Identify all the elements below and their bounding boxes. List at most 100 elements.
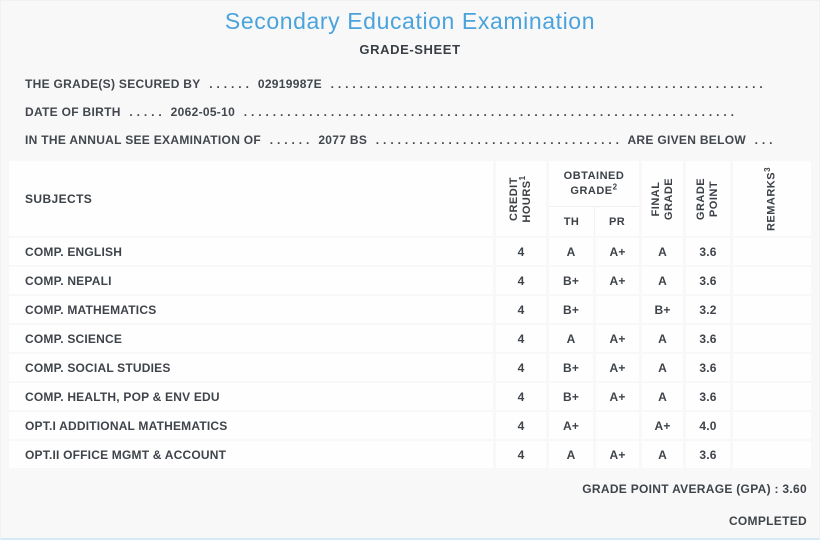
gpa-summary: GRADE POINT AVERAGE (GPA) : 3.60 (582, 482, 807, 496)
grades-table: SUBJECTS CREDIT HOURS1 OBTAINED GRADE2 T… (9, 161, 811, 468)
header-final-grade: FINAL GRADE (642, 161, 683, 236)
cell-pr (596, 412, 639, 439)
header-grade-point-label: GRADE POINT (695, 177, 721, 219)
header-text: GRADE (662, 177, 675, 220)
symbol-number-value: 02919987E (257, 77, 322, 91)
cell-final: A (642, 441, 683, 468)
exam-year-value: 2077 BS (318, 133, 368, 147)
cell-gp: 3.6 (686, 383, 730, 410)
cell-gp: 3.6 (686, 267, 730, 294)
info-suffix: ARE GIVEN BELOW (627, 133, 746, 147)
header-obtained-grade-group: OBTAINED GRADE2 TH PR (549, 161, 639, 236)
header-subjects: SUBJECTS (9, 161, 493, 236)
cell-subject: COMP. NEPALI (9, 267, 493, 294)
table-row: COMP. MATHEMATICS 4 B+ B+ 3.2 (9, 296, 811, 323)
header-remarks-label: REMARKS3 (763, 166, 778, 231)
cell-th: B+ (549, 354, 593, 381)
cell-pr: A+ (596, 383, 639, 410)
cell-credit: 4 (496, 238, 546, 265)
student-info: THE GRADE(S) SECURED BY . . . . . . 0291… (25, 73, 819, 157)
cell-th: B+ (549, 267, 593, 294)
cell-credit: 4 (496, 412, 546, 439)
header-credit-hours: CREDIT HOURS1 (496, 161, 546, 236)
cell-subject: COMP. SCIENCE (9, 325, 493, 352)
info-line-date-of-birth: DATE OF BIRTH . . . . . 2062-05-10 . . .… (25, 101, 819, 129)
cell-remarks (733, 441, 811, 468)
info-label: DATE OF BIRTH (25, 105, 121, 119)
cell-credit: 4 (496, 267, 546, 294)
cell-remarks (733, 383, 811, 410)
header-text: POINT (708, 180, 720, 217)
cell-final: B+ (642, 296, 683, 323)
info-label: IN THE ANNUAL SEE EXAMINATION OF (25, 133, 262, 147)
dot-leader: . . . . . . . . . . . . . . . . . . . . … (375, 133, 620, 147)
footnote-sup: 2 (612, 181, 618, 191)
cell-subject: OPT.II OFFICE MGMT & ACCOUNT (9, 441, 493, 468)
cell-gp: 3.6 (686, 238, 730, 265)
cell-gp: 3.2 (686, 296, 730, 323)
table-row: OPT.II OFFICE MGMT & ACCOUNT 4 A A+ A 3.… (9, 441, 811, 468)
cell-gp: 3.6 (686, 325, 730, 352)
table-row: COMP. SOCIAL STUDIES 4 B+ A+ A 3.6 (9, 354, 811, 381)
cell-pr: A+ (596, 325, 639, 352)
cell-credit: 4 (496, 383, 546, 410)
cell-gp: 3.6 (686, 354, 730, 381)
dot-leader: . . . . . (129, 105, 163, 119)
cell-gp: 3.6 (686, 441, 730, 468)
info-line-grades-secured-by: THE GRADE(S) SECURED BY . . . . . . 0291… (25, 73, 819, 101)
cell-credit: 4 (496, 441, 546, 468)
page-title: Secondary Education Examination (224, 8, 596, 34)
cell-remarks (733, 296, 811, 323)
header-text: OBTAINED (563, 170, 625, 183)
cell-subject: COMP. ENGLISH (9, 238, 493, 265)
header-final-grade-label: FINAL GRADE (649, 177, 675, 219)
table-row: COMP. HEALTH, POP & ENV EDU 4 B+ A+ A 3.… (9, 383, 811, 410)
cell-final: A (642, 354, 683, 381)
cell-th: A+ (549, 412, 593, 439)
header-th: TH (563, 215, 580, 228)
cell-final: A (642, 267, 683, 294)
header-text: REMARKS (765, 171, 778, 231)
header-grade-point: GRADE POINT (686, 161, 730, 236)
dot-leader: . . . . . . (209, 77, 250, 91)
cell-subject: COMP. SOCIAL STUDIES (9, 354, 493, 381)
table-row: OPT.I ADDITIONAL MATHEMATICS 4 A+ A+ 4.0 (9, 412, 811, 439)
cell-remarks (733, 267, 811, 294)
cell-th: A (549, 441, 593, 468)
cell-pr: A+ (596, 238, 639, 265)
header-obtained-grade-label: OBTAINED GRADE2 (549, 161, 639, 206)
dot-leader: . . . . . . (269, 133, 310, 147)
header-text: FINAL (649, 181, 662, 216)
header-credit-hours-label: CREDIT HOURS1 (508, 175, 534, 222)
header-text: CREDIT (507, 176, 520, 221)
cell-remarks (733, 238, 811, 265)
table-row: COMP. NEPALI 4 B+ A+ A 3.6 (9, 267, 811, 294)
dot-leader: . . . (754, 133, 773, 147)
cell-pr: A+ (596, 354, 639, 381)
header-remarks: REMARKS3 (733, 161, 811, 236)
header-th-pr-row: TH PR (549, 206, 639, 236)
cell-final: A (642, 325, 683, 352)
cell-subject: COMP. MATHEMATICS (9, 296, 493, 323)
cell-credit: 4 (496, 325, 546, 352)
table-row: COMP. SCIENCE 4 A A+ A 3.6 (9, 325, 811, 352)
cell-final: A (642, 238, 683, 265)
cell-th: A (549, 325, 593, 352)
cell-remarks (733, 412, 811, 439)
cell-th: B+ (549, 383, 593, 410)
header-text: GRADE (694, 177, 707, 220)
dot-leader: . . . . . . . . . . . . . . . . . . . . … (243, 105, 735, 119)
dot-leader: . . . . . . . . . . . . . . . . . . . . … (330, 77, 764, 91)
cell-gp: 4.0 (686, 412, 730, 439)
cell-subject: COMP. HEALTH, POP & ENV EDU (9, 383, 493, 410)
cell-remarks (733, 325, 811, 352)
cell-final: A (642, 383, 683, 410)
cell-th: B+ (549, 296, 593, 323)
header-pr: PR (594, 207, 639, 236)
table-row: COMP. ENGLISH 4 A A+ A 3.6 (9, 238, 811, 265)
cell-th: A (549, 238, 593, 265)
table-header: SUBJECTS CREDIT HOURS1 OBTAINED GRADE2 T… (9, 161, 811, 236)
header-text: GRADE (570, 184, 613, 197)
cell-credit: 4 (496, 354, 546, 381)
